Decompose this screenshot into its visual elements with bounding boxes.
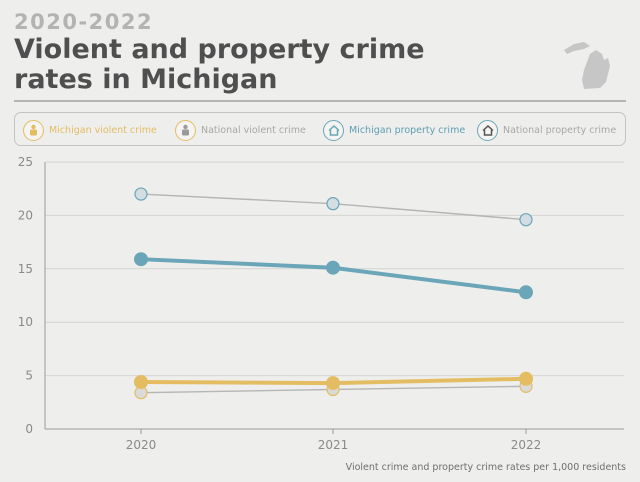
- chart-caption: Violent crime and property crime rates p…: [345, 462, 626, 473]
- legend-item-michigan-violent: Michigan violent crime: [23, 118, 157, 142]
- data-point-michigan-violent-crime: [326, 376, 340, 391]
- data-point-national-property-crime: [519, 213, 533, 227]
- legend-item-national-property: National property crime: [477, 118, 616, 142]
- y-tick-label: 20: [18, 208, 33, 222]
- title-divider: [14, 100, 626, 102]
- data-point-michigan-property-crime: [134, 252, 148, 267]
- y-tick-label: 5: [25, 369, 33, 383]
- house-icon: [323, 119, 344, 141]
- legend-label: Michigan property crime: [349, 124, 466, 136]
- x-tick-label: 2020: [126, 438, 157, 452]
- legend-label: Michigan violent crime: [49, 124, 157, 136]
- y-tick-label: 25: [18, 155, 33, 169]
- michigan-map-icon: [564, 42, 610, 89]
- chart-title: Violent and property crime rates in Mich…: [14, 34, 425, 95]
- y-tick-label: 10: [18, 315, 33, 329]
- data-point-michigan-property-crime: [519, 285, 533, 300]
- legend-label: National property crime: [503, 124, 617, 136]
- period-label: 2020-2022: [14, 10, 154, 34]
- data-point-michigan-violent-crime: [519, 371, 533, 386]
- legend: Michigan violent crime National violent …: [14, 112, 626, 146]
- house-icon: [477, 119, 498, 141]
- line-chart: 0 5 10 15 20 25 2020 2021 2022: [18, 155, 624, 452]
- legend-item-michigan-property: Michigan property crime: [323, 118, 465, 142]
- legend-label: National violent crime: [201, 124, 306, 136]
- handcuffs-icon: [175, 119, 196, 141]
- y-tick-label: 0: [25, 422, 33, 436]
- y-tick-label: 15: [18, 262, 33, 276]
- legend-item-national-violent: National violent crime: [175, 118, 306, 142]
- data-point-michigan-property-crime: [326, 260, 340, 275]
- x-tick-label: 2021: [318, 438, 349, 452]
- data-point-national-property-crime: [326, 197, 340, 211]
- data-point-michigan-violent-crime: [134, 375, 148, 390]
- x-tick-label: 2022: [511, 438, 542, 452]
- data-point-national-property-crime: [134, 187, 148, 201]
- handcuffs-icon: [23, 119, 44, 141]
